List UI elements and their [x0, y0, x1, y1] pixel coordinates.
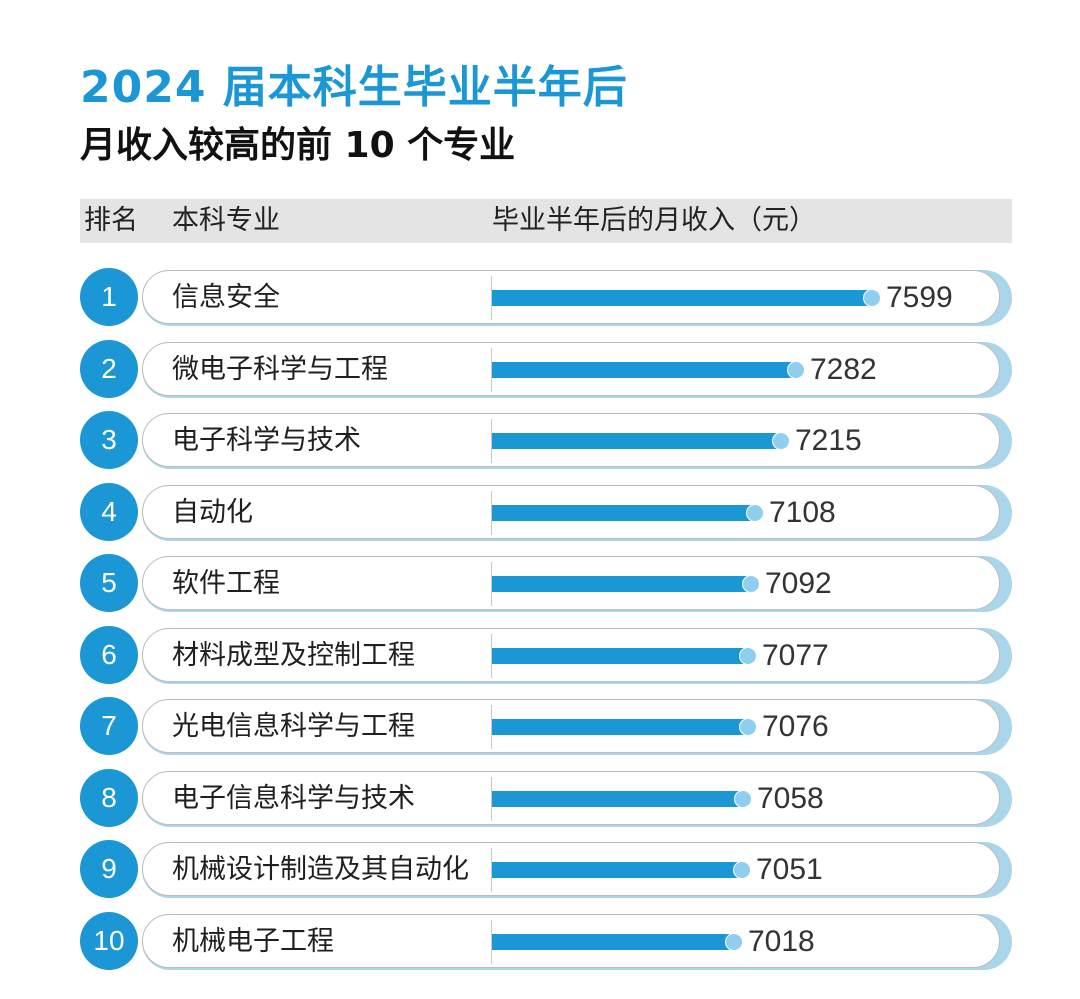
- chart-row: 4 自动化 7108: [80, 482, 1012, 543]
- income-bar: [492, 862, 742, 878]
- rank-badge: 6: [80, 625, 138, 684]
- income-value-label: 7051: [756, 853, 823, 886]
- chart-row: 5 软件工程 7092: [80, 554, 1012, 614]
- chart-title: 2024 届本科生毕业半年后: [80, 62, 628, 113]
- row-divider: [491, 562, 492, 606]
- major-label: 机械设计制造及其自动化: [172, 854, 469, 885]
- row-divider: [491, 705, 492, 749]
- income-value-label: 7108: [769, 495, 836, 529]
- bar-end-dot: [863, 289, 881, 307]
- major-label: 微电子科学与工程: [172, 353, 388, 385]
- row-divider: [491, 776, 492, 821]
- income-bar: [492, 647, 748, 664]
- bar-end-dot: [725, 932, 743, 951]
- income-bar: [492, 504, 755, 521]
- bar-end-dot: [734, 789, 752, 808]
- income-value-label: 7058: [757, 781, 824, 815]
- bar-end-dot: [772, 432, 790, 450]
- chart-row: 7 光电信息科学与工程 7076: [80, 697, 1012, 757]
- bar-end-dot: [742, 575, 760, 593]
- major-label: 电子科学与技术: [172, 425, 361, 456]
- header-rank: 排名: [84, 205, 138, 236]
- chart-row: 6 材料成型及控制工程 7077: [80, 625, 1012, 686]
- income-bar: [492, 790, 743, 807]
- income-bar: [492, 433, 781, 449]
- chart-row: 3 电子科学与技术 7215: [80, 411, 1012, 471]
- chart-row: 2 微电子科学与工程 7282: [80, 339, 1012, 400]
- major-label: 软件工程: [172, 568, 280, 599]
- income-value-label: 7076: [762, 710, 829, 743]
- header-major: 本科专业: [172, 205, 280, 236]
- income-value-label: 7092: [765, 567, 832, 600]
- major-label: 电子信息科学与技术: [172, 782, 415, 814]
- rank-badge: 8: [80, 768, 138, 827]
- chart-row: 8 电子信息科学与技术 7058: [80, 768, 1012, 829]
- income-bar: [492, 933, 734, 950]
- rank-badge: 3: [80, 411, 138, 469]
- rank-badge: 1: [80, 268, 138, 326]
- income-value-label: 7599: [886, 281, 953, 314]
- major-label: 材料成型及控制工程: [172, 639, 415, 671]
- income-bar: [492, 719, 748, 735]
- bar-end-dot: [746, 503, 764, 522]
- row-divider: [491, 347, 492, 392]
- chart-row: 10 机械电子工程 7018: [80, 911, 1012, 972]
- rank-badge: 5: [80, 554, 138, 612]
- row-divider: [491, 919, 492, 964]
- bar-end-dot: [739, 718, 757, 736]
- chart-row: 9 机械设计制造及其自动化 7051: [80, 840, 1012, 900]
- major-label: 机械电子工程: [172, 925, 334, 957]
- rank-badge: 9: [80, 840, 138, 898]
- rank-badge: 4: [80, 482, 138, 541]
- income-bar: [492, 290, 872, 306]
- bar-end-dot: [733, 861, 751, 879]
- income-value-label: 7215: [795, 424, 862, 457]
- major-label: 光电信息科学与工程: [172, 711, 415, 742]
- row-divider: [491, 276, 492, 320]
- row-divider: [491, 848, 492, 892]
- chart-row: 1 信息安全 7599: [80, 268, 1012, 328]
- row-divider: [491, 633, 492, 678]
- bar-end-dot: [787, 360, 805, 379]
- income-bar: [492, 361, 796, 378]
- header-income: 毕业半年后的月收入（元）: [492, 205, 816, 236]
- rank-badge: 2: [80, 339, 138, 398]
- rank-badge: 10: [80, 911, 138, 970]
- row-frame: [142, 913, 1000, 968]
- row-divider: [491, 419, 492, 463]
- rank-badge: 7: [80, 697, 138, 755]
- chart-subtitle: 月收入较高的前 10 个专业: [80, 125, 516, 166]
- income-bar: [492, 576, 751, 592]
- row-divider: [491, 490, 492, 535]
- major-label: 信息安全: [172, 282, 280, 313]
- major-label: 自动化: [172, 496, 253, 528]
- income-value-label: 7018: [748, 924, 815, 958]
- bar-end-dot: [739, 646, 757, 665]
- income-value-label: 7282: [810, 352, 877, 386]
- table-header: 排名 本科专业 毕业半年后的月收入（元）: [80, 199, 1012, 243]
- income-value-label: 7077: [762, 638, 829, 672]
